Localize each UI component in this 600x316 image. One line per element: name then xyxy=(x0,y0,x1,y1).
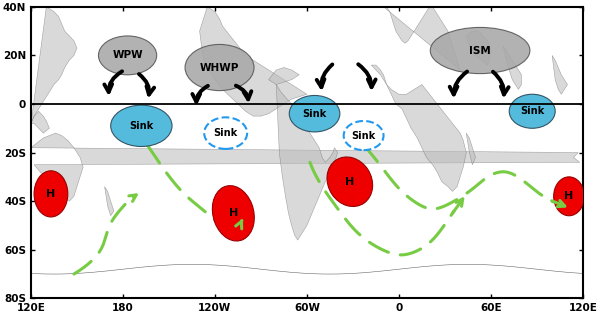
Polygon shape xyxy=(383,7,460,70)
Text: H: H xyxy=(46,189,56,199)
Polygon shape xyxy=(371,65,466,191)
Polygon shape xyxy=(104,186,114,216)
Ellipse shape xyxy=(34,171,68,217)
Ellipse shape xyxy=(204,117,247,149)
Text: H: H xyxy=(565,191,574,201)
Polygon shape xyxy=(31,133,580,201)
Ellipse shape xyxy=(430,27,530,74)
Ellipse shape xyxy=(327,157,373,206)
Text: Sink: Sink xyxy=(520,106,544,116)
Polygon shape xyxy=(31,7,77,124)
Text: Sink: Sink xyxy=(352,131,376,141)
Polygon shape xyxy=(466,31,491,65)
Text: WPW: WPW xyxy=(112,50,143,60)
Ellipse shape xyxy=(212,185,254,241)
Ellipse shape xyxy=(289,95,340,132)
Polygon shape xyxy=(503,46,521,89)
Polygon shape xyxy=(466,133,475,165)
Text: Sink: Sink xyxy=(302,109,326,119)
Polygon shape xyxy=(269,68,299,85)
Text: WHWP: WHWP xyxy=(200,63,239,73)
Text: Sink: Sink xyxy=(214,128,238,138)
Text: ISM: ISM xyxy=(469,46,491,56)
Text: H: H xyxy=(229,208,238,218)
Ellipse shape xyxy=(98,36,157,75)
Text: Sink: Sink xyxy=(129,121,154,131)
Polygon shape xyxy=(200,7,307,116)
Ellipse shape xyxy=(554,177,584,216)
Ellipse shape xyxy=(185,45,254,91)
Polygon shape xyxy=(31,111,49,133)
Text: H: H xyxy=(345,177,355,187)
Ellipse shape xyxy=(344,121,383,150)
Polygon shape xyxy=(276,85,338,240)
Ellipse shape xyxy=(509,94,555,128)
Ellipse shape xyxy=(111,105,172,147)
Polygon shape xyxy=(552,55,568,94)
